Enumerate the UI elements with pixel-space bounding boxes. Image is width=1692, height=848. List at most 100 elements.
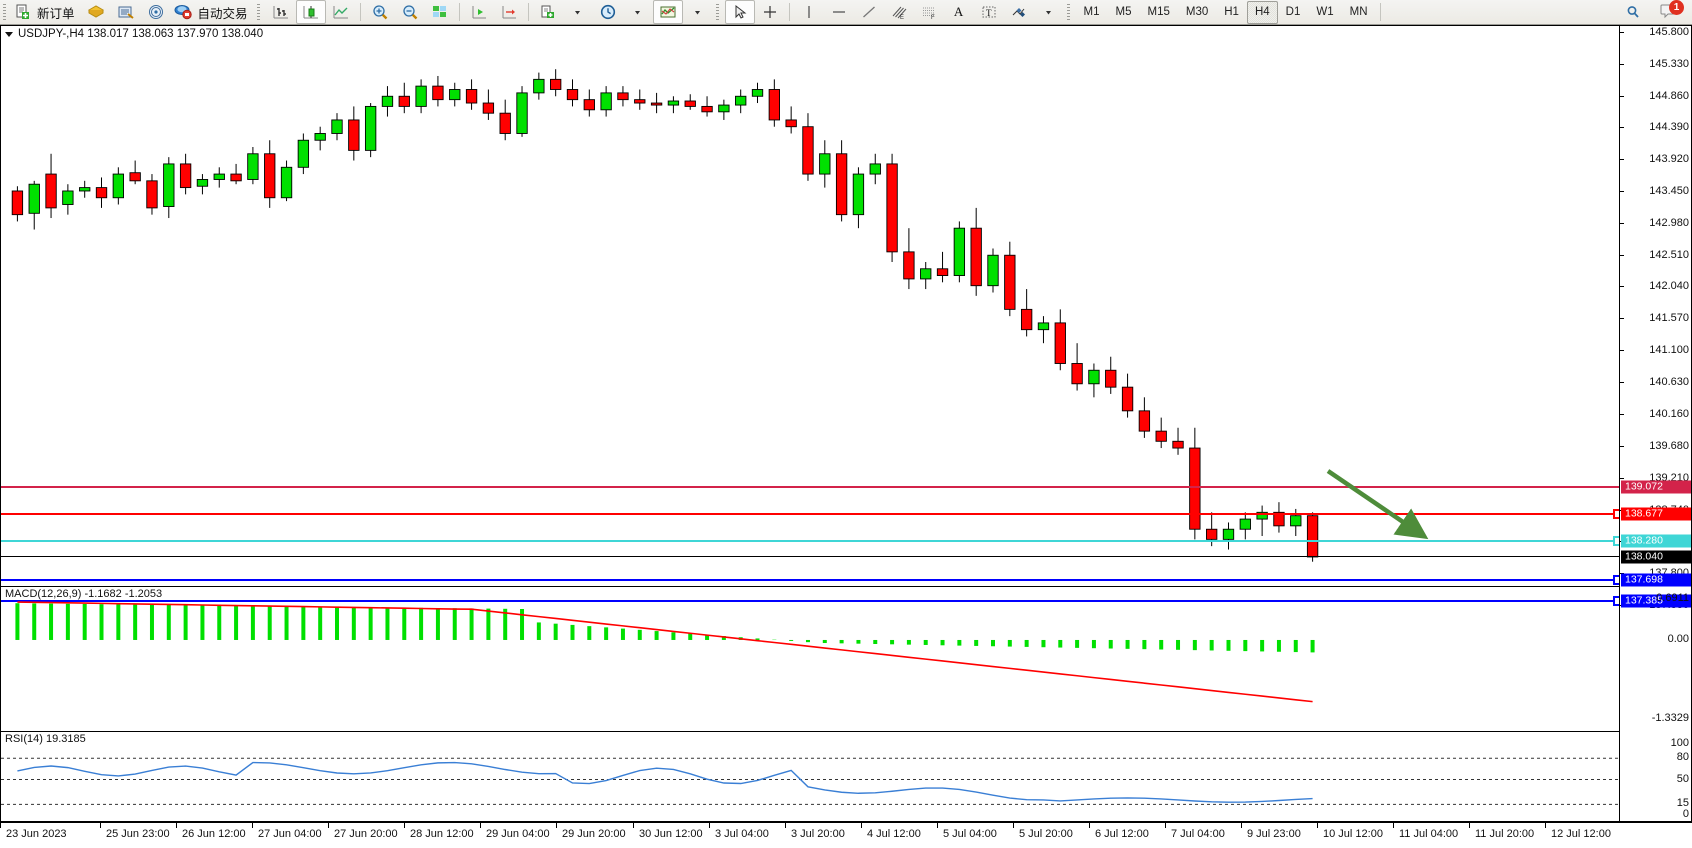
price-line-handle[interactable] <box>1613 508 1619 519</box>
time-tick-label: 26 Jun 12:00 <box>182 828 246 840</box>
timeframe-m30[interactable]: M30 <box>1185 6 1209 18</box>
candle-body <box>179 163 192 189</box>
price-tag-resistance-crimson[interactable]: 139.072 <box>1621 480 1691 494</box>
toolbar-grip[interactable] <box>2 2 9 22</box>
time-tick-label: 5 Jul 20:00 <box>1019 828 1073 840</box>
candle-body <box>819 153 831 175</box>
price-line-resistance-crimson[interactable] <box>1 486 1619 489</box>
period-button[interactable] <box>593 0 623 24</box>
time-axis[interactable]: 23 Jun 2023 25 Jun 23:00 26 Jun 12:00 27 Ju… <box>0 822 1692 848</box>
price-tag-last-price[interactable]: 138.040 <box>1621 550 1691 564</box>
templates-button[interactable] <box>533 0 563 24</box>
price-tag-support-cyan[interactable]: 138.280 <box>1621 534 1691 548</box>
candle-body <box>1088 369 1100 385</box>
candle-body <box>381 95 394 107</box>
fibonacci-button[interactable]: F <box>914 0 944 24</box>
candle-body <box>398 95 410 107</box>
price-line-handle[interactable] <box>1613 596 1619 607</box>
time-tick-label: 12 Jul 12:00 <box>1551 828 1611 840</box>
candle-body <box>600 92 612 111</box>
search-icon[interactable] <box>1618 0 1648 24</box>
price-tag-support-blue-2[interactable]: 137.385 <box>1621 594 1691 608</box>
price-tag-support-blue-1[interactable]: 137.698 <box>1621 573 1691 587</box>
candlestick-chart-button[interactable] <box>295 0 326 24</box>
autotrading-button[interactable]: 自动交易 <box>171 0 254 24</box>
timeframe-mn[interactable]: MN <box>1349 6 1368 18</box>
tile-windows-button[interactable] <box>425 0 455 24</box>
timeframe-m1[interactable]: M1 <box>1083 6 1100 18</box>
candle-body <box>1306 515 1319 558</box>
new-order-button[interactable]: 新订单 <box>12 0 81 24</box>
bar-chart-button[interactable] <box>266 0 296 24</box>
price-line-last-price[interactable] <box>1 555 1619 557</box>
price-tag-resistance-red[interactable]: 138.677 <box>1621 507 1691 521</box>
notification-icon[interactable]: 1 <box>1654 0 1684 24</box>
shapes-button[interactable] <box>1004 0 1034 24</box>
price-line-support-cyan[interactable] <box>1 539 1619 542</box>
shapes-dropdown-arrow[interactable] <box>1034 0 1064 24</box>
candle-body <box>684 100 696 107</box>
price-line-handle[interactable] <box>1613 535 1619 546</box>
candle-body <box>970 227 982 287</box>
candle-body <box>415 85 427 107</box>
price-line-resistance-red[interactable] <box>1 512 1619 515</box>
candle-body <box>465 89 478 104</box>
chart-collapse-icon[interactable] <box>5 31 13 37</box>
time-tick <box>937 823 938 828</box>
cursor-button[interactable] <box>724 0 755 24</box>
candle-body <box>1222 528 1235 540</box>
candle-body <box>1256 511 1268 520</box>
line-chart-button[interactable] <box>326 0 356 24</box>
timeframe-h1[interactable]: H1 <box>1224 6 1239 18</box>
price-line-handle[interactable] <box>1613 575 1619 586</box>
horizontal-line-button[interactable] <box>824 0 854 24</box>
price-tick <box>1620 286 1624 288</box>
candle-body <box>331 119 343 134</box>
candle-body <box>1138 410 1151 432</box>
navigator-button[interactable] <box>141 0 171 24</box>
data-window-button[interactable] <box>111 0 141 24</box>
text-label-button[interactable]: T <box>974 0 1004 24</box>
toolbar-separator-3 <box>527 3 529 21</box>
candle-body <box>751 89 764 97</box>
indicators-button[interactable] <box>652 0 683 24</box>
candle-body <box>146 180 158 209</box>
chart-shift-button[interactable] <box>464 0 494 24</box>
text-button[interactable]: A <box>953 4 964 19</box>
price-tick-label: 145.800 <box>1649 26 1689 38</box>
down-trend-arrow[interactable] <box>1286 446 1486 566</box>
toolbar-grip-3[interactable] <box>714 2 722 22</box>
auto-scroll-button[interactable] <box>494 0 524 24</box>
chart-area[interactable]: 145.800 145.330 144.860 144.390 143.920 143.4… <box>0 25 1692 822</box>
candle-body <box>650 102 663 106</box>
price-line-support-blue-1[interactable] <box>1 579 1619 582</box>
equidistant-channel-button[interactable]: E <box>884 0 914 24</box>
toolbar-grip-4[interactable] <box>1065 2 1073 22</box>
expert-advisors-button[interactable] <box>81 0 111 24</box>
candle-body <box>920 268 932 280</box>
timeframe-h4[interactable]: H4 <box>1246 0 1278 24</box>
candle-body <box>196 179 209 187</box>
price-axis[interactable]: 145.800 145.330 144.860 144.390 143.920 143.4… <box>1619 26 1691 821</box>
timeframe-m15[interactable]: M15 <box>1147 6 1170 18</box>
rsi-pane[interactable]: RSI(14) 19.3185 <box>1 731 1619 821</box>
templates-dropdown-arrow[interactable] <box>563 0 593 24</box>
price-line-support-blue-2[interactable] <box>1 600 1619 603</box>
vertical-line-button[interactable] <box>794 0 824 24</box>
period-dropdown-arrow[interactable] <box>623 0 653 24</box>
timeframe-w1[interactable]: W1 <box>1316 6 1334 18</box>
toolbar-grip-2[interactable] <box>255 2 263 22</box>
plot-region[interactable]: USDJPY-,H4 138.017 138.063 137.970 138.0… <box>1 26 1619 821</box>
macd-pane[interactable]: MACD(12,26,9) -1.1682 -1.2053 <box>1 586 1619 732</box>
price-tick-label: 139.680 <box>1649 440 1689 453</box>
crosshair-button[interactable] <box>755 0 785 24</box>
timeframe-d1[interactable]: D1 <box>1285 6 1301 18</box>
time-tick-label: 3 Jul 04:00 <box>715 828 769 840</box>
trendline-button[interactable] <box>854 0 884 24</box>
timeframe-m5[interactable]: M5 <box>1115 6 1132 18</box>
zoom-out-button[interactable] <box>395 0 425 24</box>
zoom-in-button[interactable] <box>365 0 395 24</box>
candle-body <box>617 92 629 101</box>
time-tick-label: 30 Jun 12:00 <box>639 828 703 840</box>
indicators-dropdown-arrow[interactable] <box>683 0 713 24</box>
